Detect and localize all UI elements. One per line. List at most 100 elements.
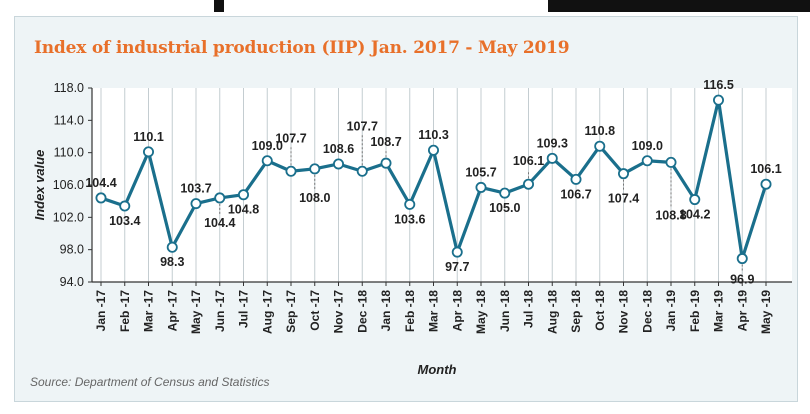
- x-tick-label: Jun -17: [213, 290, 227, 332]
- y-tick-label: 106.0: [53, 178, 84, 192]
- data-label: 104.4: [85, 176, 116, 190]
- data-point: [142, 146, 154, 158]
- x-tick-label: Nov -17: [332, 290, 346, 334]
- data-point: [285, 165, 297, 177]
- data-label: 106.1: [750, 162, 781, 176]
- data-point: [665, 156, 677, 168]
- x-tick-label: Sep -17: [284, 290, 298, 333]
- x-tick-label: Apr -18: [450, 290, 464, 332]
- data-point: [380, 157, 392, 169]
- data-point: [736, 253, 748, 265]
- x-tick-label: May -19: [759, 290, 773, 334]
- data-label: 103.6: [394, 212, 425, 226]
- data-point: [760, 178, 772, 190]
- x-tick-label: Mar -17: [142, 290, 156, 332]
- data-label: 105.0: [489, 201, 520, 215]
- data-point: [451, 246, 463, 258]
- data-label: 108.8: [655, 208, 686, 222]
- x-tick-label: Jan -18: [379, 290, 393, 332]
- x-tick-label: Oct -18: [593, 290, 607, 331]
- data-point: [190, 198, 202, 210]
- data-point: [570, 173, 582, 185]
- data-point: [356, 165, 368, 177]
- data-label: 106.7: [560, 187, 591, 201]
- data-label: 108.6: [323, 142, 354, 156]
- data-point: [309, 163, 321, 175]
- x-tick-label: Jun -18: [498, 290, 512, 332]
- data-label: 108.0: [299, 191, 330, 205]
- y-tick-label: 118.0: [54, 81, 84, 95]
- chart-title: Index of industrial production (IIP) Jan…: [34, 38, 570, 58]
- data-label: 107.7: [347, 119, 378, 133]
- x-tick-label: Aug -18: [545, 290, 559, 334]
- x-tick-label: Jul -17: [237, 290, 251, 328]
- data-point: [641, 155, 653, 167]
- x-tick-label: Sep -18: [569, 290, 583, 333]
- data-label: 109.0: [252, 139, 283, 153]
- data-point: [261, 155, 273, 167]
- x-tick-label: Oct -17: [308, 290, 322, 331]
- top-banner-fragment: [0, 0, 810, 16]
- data-point: [713, 94, 725, 106]
- y-axis-title: Index value: [32, 150, 47, 221]
- x-tick-label: Mar -19: [712, 290, 726, 332]
- data-label: 108.7: [370, 135, 401, 149]
- x-axis-title: Month: [418, 362, 457, 377]
- data-label: 106.1: [513, 154, 544, 168]
- x-tick-label: May -18: [474, 290, 488, 334]
- data-point: [332, 158, 344, 170]
- data-point: [523, 178, 535, 190]
- data-label: 109.3: [537, 136, 568, 150]
- y-tick-label: 98.0: [60, 243, 84, 257]
- data-point: [546, 152, 558, 164]
- source-note: Source: Department of Census and Statist…: [30, 375, 270, 389]
- data-point: [404, 198, 416, 210]
- x-tick-label: Apr -17: [165, 290, 179, 332]
- y-tick-label: 114.0: [54, 113, 84, 127]
- y-tick-label: 94.0: [60, 275, 84, 289]
- data-point: [214, 192, 226, 204]
- data-label: 110.1: [133, 130, 164, 144]
- x-tick-label: Aug -17: [260, 290, 274, 334]
- x-tick-label: Feb -18: [403, 290, 417, 332]
- data-label: 110.3: [418, 128, 449, 142]
- data-point: [166, 241, 178, 253]
- data-label: 109.0: [632, 139, 663, 153]
- x-tick-label: Feb -17: [118, 290, 132, 332]
- data-label: 104.2: [679, 208, 710, 222]
- data-point: [594, 140, 606, 152]
- y-tick-label: 102.0: [53, 210, 84, 224]
- x-tick-label: Jan -17: [94, 290, 108, 332]
- data-label: 116.5: [703, 78, 734, 92]
- data-point: [427, 144, 439, 156]
- data-point: [499, 187, 511, 199]
- y-tick-label: 110.0: [54, 146, 84, 160]
- x-tick-label: Dec -18: [640, 290, 654, 333]
- data-label: 103.7: [180, 182, 211, 196]
- data-label: 104.4: [204, 216, 235, 230]
- x-tick-label: Mar -18: [427, 290, 441, 332]
- data-point: [119, 200, 131, 212]
- data-label: 107.4: [608, 192, 639, 206]
- data-point: [689, 194, 701, 206]
- x-tick-label: Dec -18: [355, 290, 369, 333]
- x-tick-label: Nov -18: [617, 290, 631, 334]
- data-point: [237, 189, 249, 201]
- data-point: [618, 168, 630, 180]
- data-point: [95, 192, 107, 204]
- data-point: [475, 181, 487, 193]
- data-label: 110.8: [584, 124, 615, 138]
- x-tick-label: Feb -19: [688, 290, 702, 332]
- data-label: 98.3: [160, 255, 184, 269]
- x-tick-label: Apr -19: [735, 290, 749, 332]
- data-label: 97.7: [445, 260, 469, 274]
- data-label: 107.7: [275, 131, 306, 145]
- x-tick-label: Jul -18: [522, 290, 536, 328]
- data-label: 105.7: [465, 165, 496, 179]
- data-label: 104.8: [228, 203, 259, 217]
- data-label: 103.4: [109, 214, 140, 228]
- x-tick-label: May -17: [189, 290, 203, 334]
- data-label: 96.9: [730, 273, 754, 287]
